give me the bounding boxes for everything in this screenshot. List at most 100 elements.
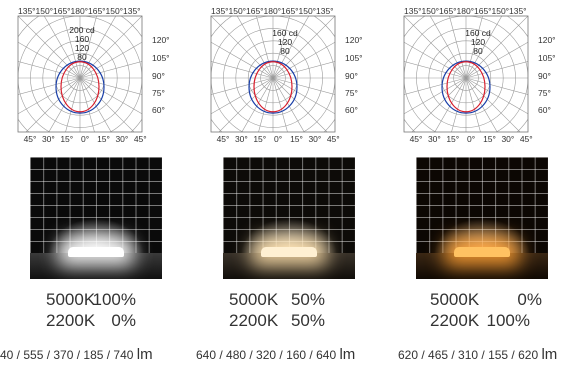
grid-spoke	[272, 16, 310, 79]
polar-diagram: 135°150°165°180°165°150°135° 160 cd 120 …	[386, 0, 579, 150]
right-angle-label: 90°	[345, 71, 358, 81]
grid-spoke	[211, 77, 274, 95]
bottom-angle-labels: 45° 30° 15° 0° 15° 30° 45°	[216, 134, 340, 144]
right-angle-label: 60°	[152, 105, 165, 115]
grid-spoke	[258, 77, 274, 132]
cd-label: 160 cd	[272, 28, 298, 38]
right-angle-label: 60°	[538, 105, 551, 115]
right-angle-label: 75°	[152, 88, 165, 98]
grid-spoke	[218, 77, 274, 132]
top-angle-labels: 135°150°165°180°165°150°135°	[18, 6, 141, 16]
pct-2200k: 50%	[290, 311, 325, 330]
grid-spoke	[272, 77, 335, 95]
grid-spoke	[404, 77, 467, 95]
c0-curve	[446, 61, 486, 113]
cd-tick: 80	[280, 46, 290, 56]
grid-spoke	[48, 77, 81, 132]
c90-curve	[55, 60, 105, 114]
grid-spoke	[18, 61, 81, 79]
lumen-unit: lm	[136, 346, 153, 363]
grid-spoke	[256, 16, 274, 79]
grid-spoke	[18, 77, 81, 95]
grid-spoke	[65, 77, 81, 132]
grid-spoke	[272, 41, 335, 79]
grid-spoke	[79, 16, 97, 79]
grid-spoke	[236, 16, 274, 79]
cd-label: 160 cd	[465, 28, 491, 38]
right-angle-label: 75°	[345, 88, 358, 98]
polar-diagram: 135°150°165°180°165°150°135° 200 cd 160 …	[0, 0, 193, 150]
cct-5000k: 5000K	[46, 290, 96, 309]
right-angle-label: 60°	[345, 105, 358, 115]
grid-spoke	[79, 77, 95, 132]
lumen-values: 640 / 480 / 320 / 160 / 640	[196, 348, 337, 362]
grid-spoke	[404, 41, 467, 79]
floor	[30, 253, 162, 279]
wall-grid	[30, 157, 162, 253]
grid-spoke	[404, 61, 467, 79]
cd-tick: 80	[77, 52, 87, 62]
lamp-glow	[454, 247, 510, 257]
pct-5000k: 0%	[517, 290, 542, 309]
grid-spoke	[465, 77, 521, 132]
cd-tick: 120	[74, 43, 90, 53]
grid-spoke	[18, 41, 81, 79]
grid-spoke	[465, 16, 503, 79]
grid-spoke	[272, 61, 335, 79]
polar-grid	[17, 15, 143, 133]
grid-spoke	[211, 61, 274, 79]
grid-spoke	[272, 77, 335, 115]
grid-spoke	[465, 77, 528, 115]
grid-spoke	[211, 41, 274, 79]
grid-spoke	[211, 16, 274, 79]
right-angle-label: 75°	[538, 88, 551, 98]
right-angle-label: 120°	[538, 35, 556, 45]
pct-5000k: 100%	[92, 290, 136, 309]
grid-spoke	[79, 16, 117, 79]
polar-grid-lines	[404, 16, 528, 132]
grid-spoke	[465, 77, 528, 95]
grid-spoke	[241, 77, 274, 132]
grid-spoke	[449, 16, 467, 79]
polar-frame	[210, 15, 336, 133]
grid-spoke	[404, 77, 467, 115]
grid-spoke	[465, 41, 528, 79]
lumen-line: 620 / 465 / 310 / 155 / 620 lm	[398, 346, 557, 363]
cct-5000k: 5000K	[430, 290, 480, 309]
grid-spoke	[434, 77, 467, 132]
grid-spoke	[79, 77, 142, 95]
grid-spoke	[404, 16, 467, 79]
grid-spoke	[411, 77, 467, 132]
grid-spoke	[465, 77, 481, 132]
top-angle-labels: 135°150°165°180°165°150°135°	[404, 6, 527, 16]
right-angle-label: 105°	[152, 53, 170, 63]
lamp-glow	[68, 247, 124, 257]
panel-2200k-100: 135°150°165°180°165°150°135° 160 cd 120 …	[386, 0, 579, 369]
bottom-angle-labels: 45° 30° 15° 0° 15° 30° 45°	[409, 134, 533, 144]
cd-tick: 160	[74, 34, 90, 44]
right-angle-label: 120°	[152, 35, 170, 45]
grid-spoke	[79, 77, 142, 115]
lumen-unit: lm	[541, 346, 558, 363]
lumen-line: 40 / 555 / 370 / 185 / 740 lm	[0, 346, 153, 363]
cct-2200k: 2200K	[229, 311, 279, 330]
cd-tick: 120	[470, 37, 486, 47]
bottom-angle-labels: 45° 30° 15° 0° 15° 30° 45°	[23, 134, 147, 144]
right-angle-label: 105°	[538, 53, 556, 63]
grid-spoke	[465, 16, 483, 79]
lamp-glow	[261, 247, 317, 257]
grid-spoke	[272, 16, 290, 79]
grid-spoke	[272, 77, 328, 132]
grid-spoke	[79, 61, 142, 79]
polar-diagram: 135°150°165°180°165°150°135° 160 cd 120 …	[193, 0, 386, 150]
grid-spoke	[429, 16, 467, 79]
wall-grid	[223, 157, 355, 253]
grid-spoke	[272, 77, 288, 132]
cct-2200k: 2200K	[430, 311, 480, 330]
polar-frame	[403, 15, 529, 133]
pct-5000k: 50%	[290, 290, 325, 309]
right-angle-label: 105°	[345, 53, 363, 63]
lumen-values: 620 / 465 / 310 / 155 / 620	[398, 348, 539, 362]
light-photo	[223, 157, 355, 279]
cd-label: 200 cd	[69, 25, 95, 35]
